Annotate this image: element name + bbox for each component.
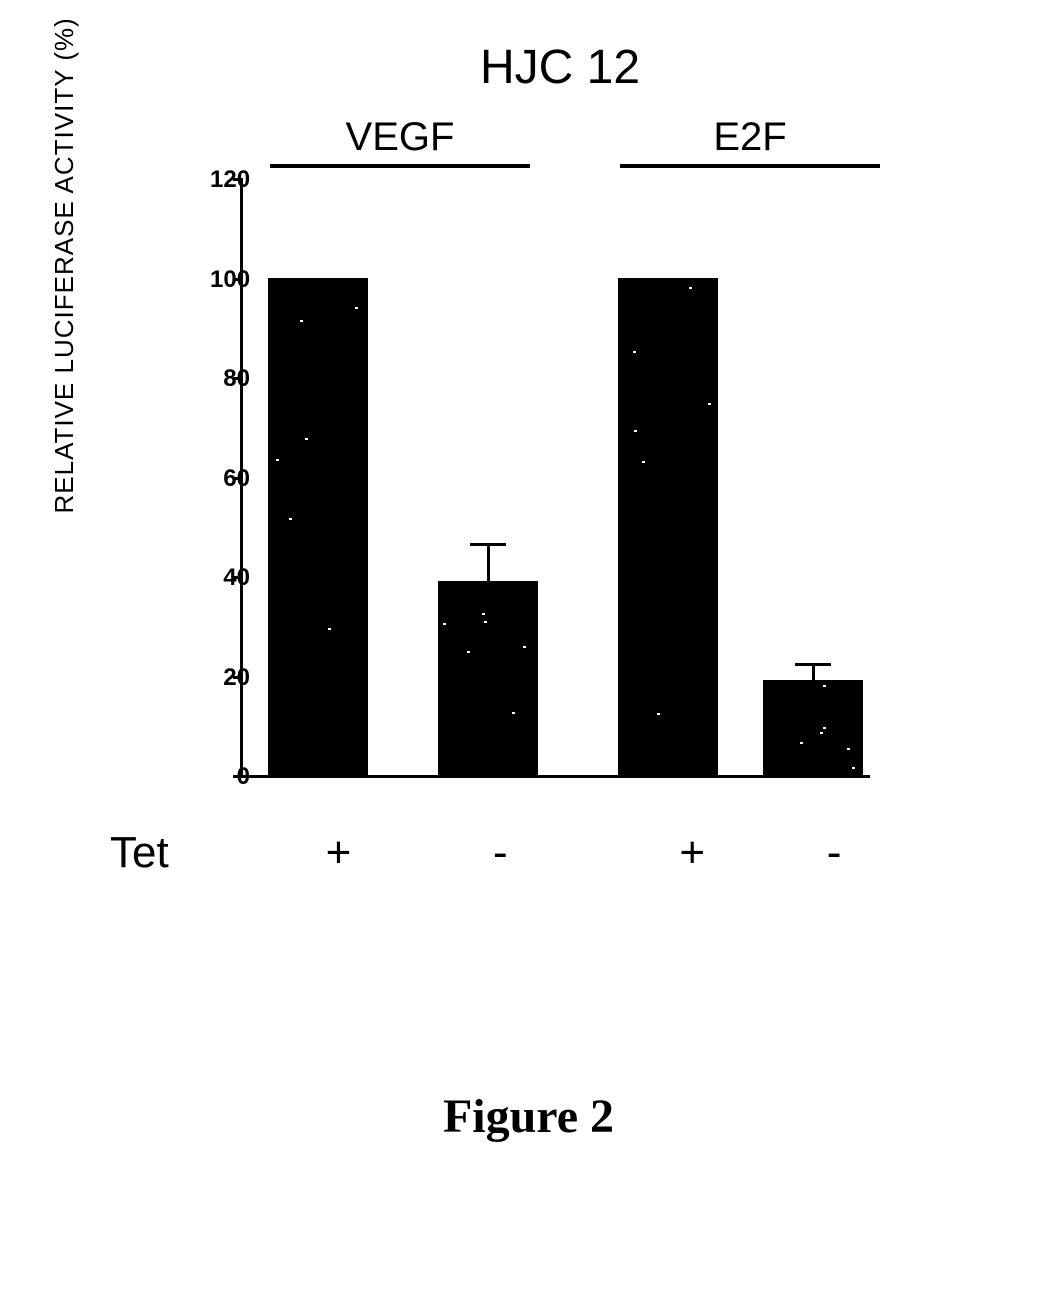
x-axis-line: [240, 775, 870, 778]
chart-title: HJC 12: [220, 40, 900, 95]
tet-label: Tet: [110, 828, 232, 878]
error-bar: [487, 546, 490, 581]
tet-sign-0: +: [272, 828, 404, 878]
y-tick-mark: [233, 676, 243, 679]
group-labels-row: VEGF E2F: [250, 115, 900, 168]
group-label-e2f: E2F: [620, 115, 880, 168]
error-cap: [470, 543, 506, 546]
error-bar: [812, 666, 815, 681]
y-axis-label: RELATIVE LUCIFERASE ACTIVITY (%): [49, 17, 80, 513]
tet-sign-2: +: [626, 828, 758, 878]
tet-condition-row: Tet + - + -: [100, 828, 900, 878]
group-label-vegf: VEGF: [270, 115, 530, 168]
figure-caption: Figure 2: [0, 1089, 1057, 1144]
tet-sign-3: -: [768, 828, 900, 878]
data-bar: [438, 581, 538, 775]
y-tick-mark: [233, 377, 243, 380]
data-bar: [763, 680, 863, 775]
chart-container: HJC 12 VEGF E2F RELATIVE LUCIFERASE ACTI…: [100, 40, 900, 878]
y-tick-mark: [233, 178, 243, 181]
tet-sign-1: -: [434, 828, 566, 878]
error-cap: [795, 663, 831, 666]
y-tick-mark: [233, 477, 243, 480]
y-tick-mark: [233, 278, 243, 281]
chart-plot-area: RELATIVE LUCIFERASE ACTIVITY (%) 0204060…: [100, 178, 900, 818]
data-bar: [268, 278, 368, 776]
y-tick-mark: [233, 775, 243, 778]
y-tick-mark: [233, 576, 243, 579]
bars-plot: [243, 178, 870, 775]
